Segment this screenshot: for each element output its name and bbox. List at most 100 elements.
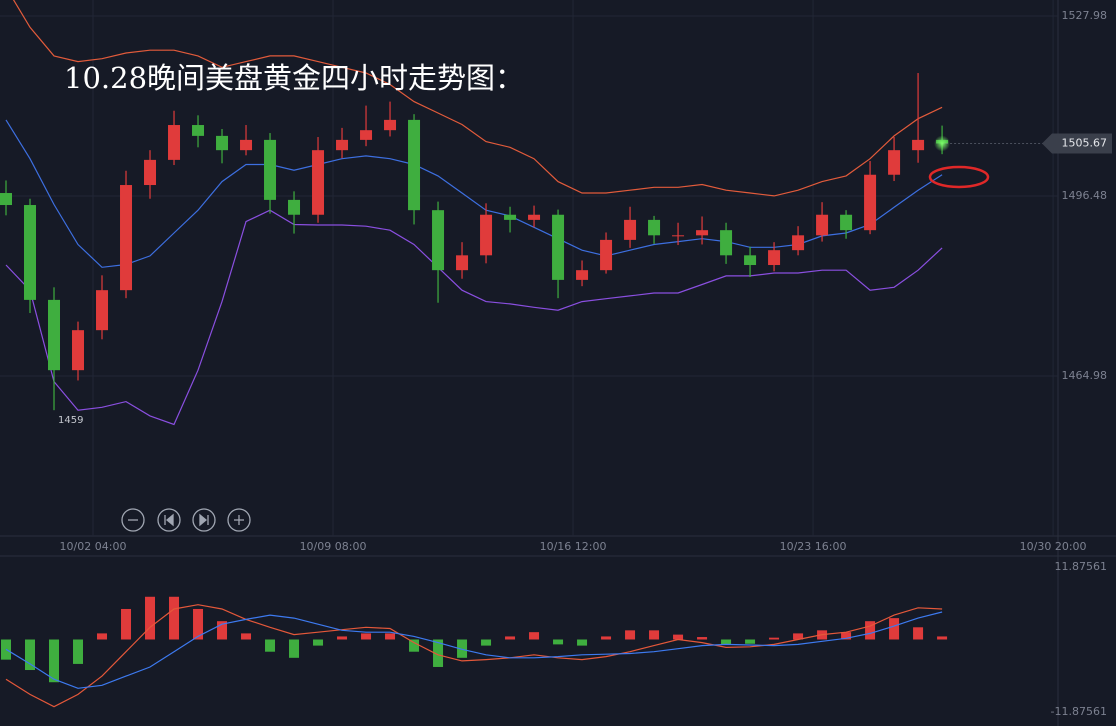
candle-body — [744, 255, 757, 266]
macd-bar — [745, 639, 756, 644]
candle-body — [576, 270, 589, 280]
candle-body — [480, 214, 493, 256]
candle-body — [720, 230, 733, 256]
candle-body — [336, 139, 349, 151]
candle-body — [72, 330, 85, 371]
line — [5, 209, 943, 426]
scroll-start-button[interactable] — [157, 508, 181, 532]
macd-bar — [265, 639, 276, 652]
candle-body — [792, 235, 805, 251]
macd-bar — [97, 633, 108, 640]
candle-body — [840, 214, 853, 231]
macd-bar — [577, 639, 588, 646]
x-tick-label: 10/09 08:00 — [300, 540, 367, 553]
candle-body — [96, 290, 109, 331]
candle-body — [264, 139, 277, 200]
candle-body — [312, 150, 325, 215]
highlight-ellipse — [928, 165, 990, 189]
y-tick-label: 1527.98 — [1062, 9, 1108, 22]
last-price-label: 1505.67 — [1062, 136, 1108, 149]
macd-bar — [505, 636, 516, 640]
candle-body — [192, 125, 205, 136]
macd-bar — [841, 632, 852, 640]
macd-bar — [289, 639, 300, 658]
macd-bar — [769, 637, 780, 640]
candle-body — [168, 125, 181, 160]
candle-body — [384, 119, 397, 131]
macd-bar — [25, 639, 36, 671]
line — [12, 0, 943, 197]
macd-bar — [673, 634, 684, 640]
candle-body — [624, 219, 637, 240]
macd-bar — [217, 621, 228, 640]
macd-bar — [913, 627, 924, 640]
candle-body — [360, 130, 373, 140]
macd-bar — [49, 639, 60, 683]
candle-body — [432, 210, 445, 271]
candle-body — [816, 214, 829, 236]
candle-body — [120, 185, 133, 291]
macd-bar — [241, 633, 252, 640]
macd-bar — [121, 608, 132, 640]
macd-bar — [457, 639, 468, 658]
candle-body — [864, 174, 877, 231]
x-tick-label: 10/16 12:00 — [540, 540, 607, 553]
last-price-glow — [934, 135, 951, 152]
candle-body — [648, 219, 661, 236]
macd-bar — [889, 618, 900, 640]
chart-title: 10.28晚间美盘黄金四小时走势图： — [64, 61, 524, 95]
x-tick-label: 10/23 16:00 — [780, 540, 847, 553]
candle-body — [912, 139, 925, 151]
macd-bar — [481, 639, 492, 646]
candle-body — [888, 150, 901, 175]
macd-bar — [865, 621, 876, 640]
scroll-end-button[interactable] — [192, 508, 216, 532]
candle-body — [240, 139, 253, 151]
candle-body — [600, 239, 613, 271]
candle-body — [0, 193, 13, 206]
macd-bar — [601, 636, 612, 640]
x-tick-label: 10/02 04:00 — [60, 540, 127, 553]
y-tick-label: -11.87561 — [1051, 705, 1107, 718]
macd-bar — [529, 632, 540, 640]
macd-bar — [73, 639, 84, 664]
candle-body — [48, 299, 61, 371]
candle-body — [144, 159, 157, 186]
macd-bar — [169, 596, 180, 640]
candle-body — [768, 250, 781, 266]
candle-body — [696, 230, 709, 236]
macd-bar — [793, 633, 804, 640]
zoom-controls — [121, 508, 251, 532]
y-tick-label: 1464.98 — [1062, 369, 1108, 382]
macd-bar — [937, 636, 948, 640]
candle-body — [456, 255, 469, 271]
line — [5, 119, 943, 268]
candle-body — [216, 135, 229, 151]
candle-body — [24, 205, 37, 300]
macd-bar — [433, 639, 444, 667]
candle-body — [672, 235, 685, 237]
macd-bar — [625, 630, 636, 640]
candle-body — [528, 214, 541, 220]
y-tick-label: 11.87561 — [1055, 560, 1108, 573]
macd-bar — [721, 639, 732, 645]
x-tick-label: 10/30 20:00 — [1020, 540, 1087, 553]
macd-bar — [313, 639, 324, 646]
macd-bar — [361, 633, 372, 640]
line — [5, 611, 943, 689]
macd-bar — [697, 637, 708, 640]
low-marker-label: 1459 — [58, 415, 83, 426]
zoom-in-button[interactable] — [227, 508, 251, 532]
candle-body — [408, 119, 421, 211]
macd-bar — [649, 630, 660, 640]
macd-bar — [193, 608, 204, 640]
last-price-tag — [1042, 133, 1112, 154]
y-tick-label: 1496.48 — [1062, 189, 1108, 202]
macd-bar — [409, 639, 420, 652]
macd-bar — [145, 596, 156, 640]
candle-body — [504, 214, 517, 220]
macd-bar — [337, 636, 348, 640]
zoom-out-button[interactable] — [121, 508, 145, 532]
